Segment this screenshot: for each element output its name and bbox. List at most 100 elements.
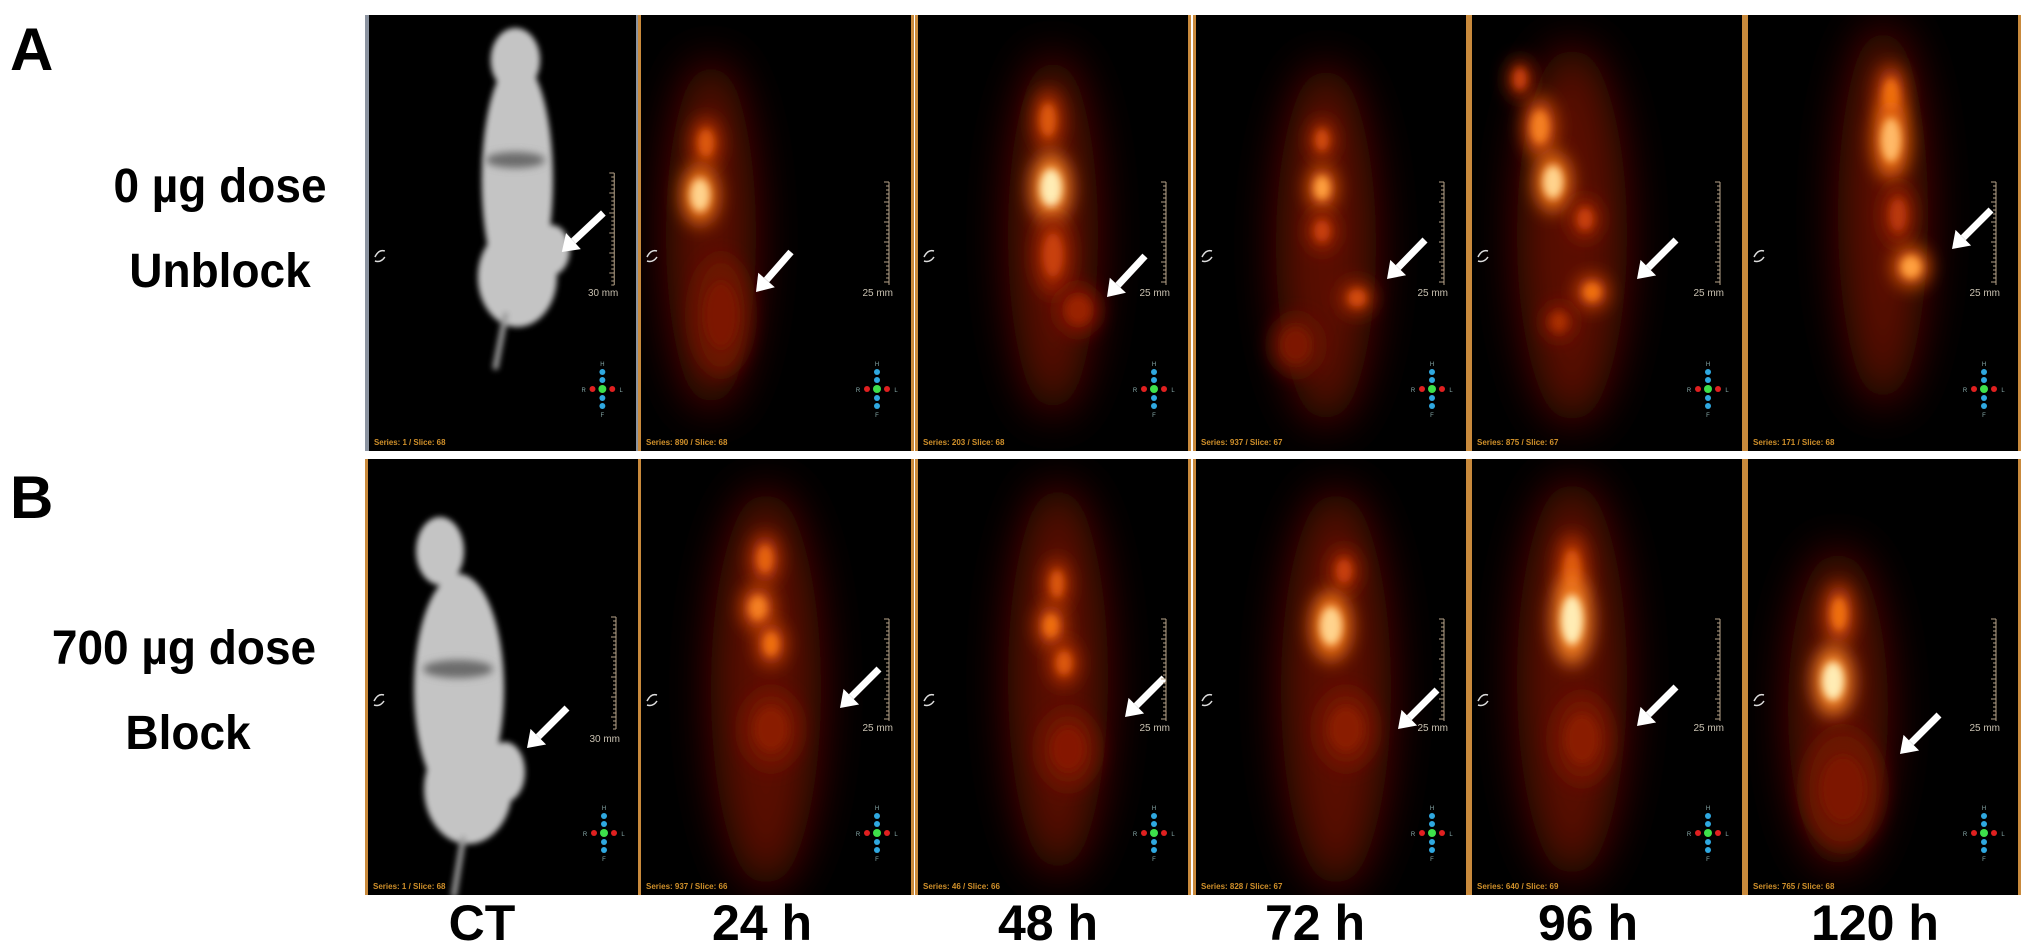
orientation-compass-icon: H F R L — [581, 362, 623, 419]
pet-uptake-core — [757, 545, 773, 573]
ct-tail — [492, 312, 509, 370]
orientation-compass-icon: H F R L — [583, 806, 626, 863]
compass-letter-bottom: F — [1706, 857, 1710, 863]
pet-uptake-core — [1043, 613, 1059, 639]
image-panel-b-ct: 30 mm H F R L Series: 1 / Slice: 68 — [365, 459, 641, 895]
arrow-shaft — [1133, 675, 1167, 709]
compass-letter-bottom: F — [1152, 413, 1156, 419]
tumor-arrow-icon — [756, 249, 794, 292]
pet-uptake-core — [1550, 312, 1568, 332]
pet-uptake-core — [1043, 233, 1063, 277]
slice-marker-icon — [1753, 693, 1765, 707]
scale-bar-label: 25 mm — [1139, 723, 1170, 734]
compass-dot — [599, 395, 606, 401]
compass-dot — [1715, 386, 1721, 392]
compass-dot — [884, 830, 890, 836]
compass-dot — [874, 369, 880, 375]
scale-bar — [1991, 618, 1997, 721]
compass-letter-bottom: F — [601, 413, 605, 419]
arrow-head — [1125, 697, 1145, 717]
compass-dot — [599, 377, 606, 383]
ct-body-region — [485, 742, 525, 802]
pet-image: 25 mm H F R L Series: 46 / Slice: 66 — [923, 484, 1175, 891]
compass-dot — [864, 830, 870, 836]
slice-marker-icon — [646, 249, 658, 263]
compass-letter-bottom: F — [1982, 413, 1986, 419]
row-b-condition-label: Block — [125, 704, 251, 760]
compass-dot — [1705, 369, 1711, 375]
compass-letter-left: R — [856, 388, 861, 394]
compass-dot — [1151, 839, 1157, 845]
compass-dot — [1705, 847, 1711, 853]
compass-dot — [601, 813, 607, 819]
arrow-shaft — [848, 666, 882, 700]
image-panel-a-72h: 25 mm H F R L Series: 937 / Slice: 67 — [1193, 15, 1469, 451]
compass-dot — [1429, 377, 1435, 383]
scale-bar — [884, 181, 890, 285]
tumor-arrow-icon — [561, 210, 606, 252]
scale-bar-label: 30 mm — [588, 288, 618, 299]
image-panel-b-96h: 25 mm H F R L Series: 640 / Slice: 69 — [1469, 459, 1745, 895]
compass-center — [873, 829, 881, 837]
series-slice-label: Series: 875 / Slice: 67 — [1477, 438, 1559, 447]
tumor-arrow-icon — [840, 666, 882, 708]
arrow-head — [561, 233, 581, 252]
compass-letter-right: L — [1725, 832, 1729, 838]
compass-letter-right: L — [1725, 388, 1729, 394]
scale-bar — [611, 616, 617, 730]
slice-marker-icon — [1477, 693, 1489, 707]
compass-dot — [1151, 377, 1157, 383]
column-label-96h: 96 h — [1537, 895, 1639, 948]
compass-dot — [599, 403, 606, 409]
compass-dot — [599, 369, 606, 375]
compass-letter-right: L — [1171, 832, 1175, 838]
compass-dot — [1151, 403, 1157, 409]
compass-dot — [1705, 821, 1711, 827]
scale-bar — [609, 172, 615, 286]
compass-dot — [1981, 395, 1987, 401]
compass-letter-bottom: F — [1152, 857, 1156, 863]
compass-dot — [1151, 369, 1157, 375]
pet-uptake-core — [690, 178, 710, 212]
pet-uptake-core — [749, 595, 767, 621]
compass-letter-top: H — [1430, 362, 1434, 368]
arrow-head — [527, 728, 547, 748]
compass-dot — [1429, 403, 1435, 409]
image-panel-b-120h: 25 mm H F R L Series: 765 / Slice: 68 — [1745, 459, 2021, 895]
compass-dot — [1439, 386, 1445, 392]
image-panel-b-24h: 25 mm H F R L Series: 937 / Slice: 66 — [638, 459, 914, 895]
series-slice-label: Series: 937 / Slice: 66 — [646, 882, 728, 891]
orientation-compass-icon: H F R L — [1963, 362, 2006, 419]
ct-dark-band — [485, 152, 546, 168]
row-a-condition-label: Unblock — [129, 242, 311, 298]
tumor-arrow-icon — [1387, 237, 1428, 279]
scale-bar — [1161, 618, 1167, 721]
pet-image: 25 mm H F R L Series: 875 / Slice: 67 — [1477, 45, 1729, 447]
panel-letter-b: B — [10, 464, 54, 531]
compass-letter-left: R — [1133, 832, 1138, 838]
compass-letter-right: L — [2001, 832, 2005, 838]
orientation-compass-icon: H F R L — [856, 362, 899, 419]
pet-uptake-core — [1314, 220, 1330, 242]
compass-dot — [1971, 386, 1977, 392]
ct-image: 30 mm H F R L Series: 1 / Slice: 68 — [373, 517, 626, 895]
compass-dot — [874, 821, 880, 827]
compass-dot — [1141, 830, 1147, 836]
pet-uptake-core — [1050, 570, 1064, 598]
mouse-ct-silhouette — [477, 28, 570, 370]
arrow-head — [1952, 229, 1972, 249]
arrow-shaft — [1645, 684, 1679, 718]
image-panel-a-48h: 25 mm H F R L Series: 203 / Slice: 68 — [915, 15, 1191, 451]
slice-marker-icon — [1753, 249, 1765, 263]
compass-letter-right: L — [894, 388, 898, 394]
compass-letter-top: H — [1982, 806, 1986, 812]
scale-bar-label: 25 mm — [862, 723, 893, 734]
orientation-compass-icon: H F R L — [1411, 806, 1454, 863]
compass-letter-top: H — [1430, 806, 1434, 812]
orientation-compass-icon: H F R L — [1411, 362, 1454, 419]
pet-body-glow — [1517, 479, 1627, 879]
slice-marker-icon — [1201, 693, 1213, 707]
compass-center — [1980, 829, 1988, 837]
pet-uptake-core — [1051, 727, 1085, 771]
scale-bar-label: 25 mm — [1969, 288, 2000, 299]
